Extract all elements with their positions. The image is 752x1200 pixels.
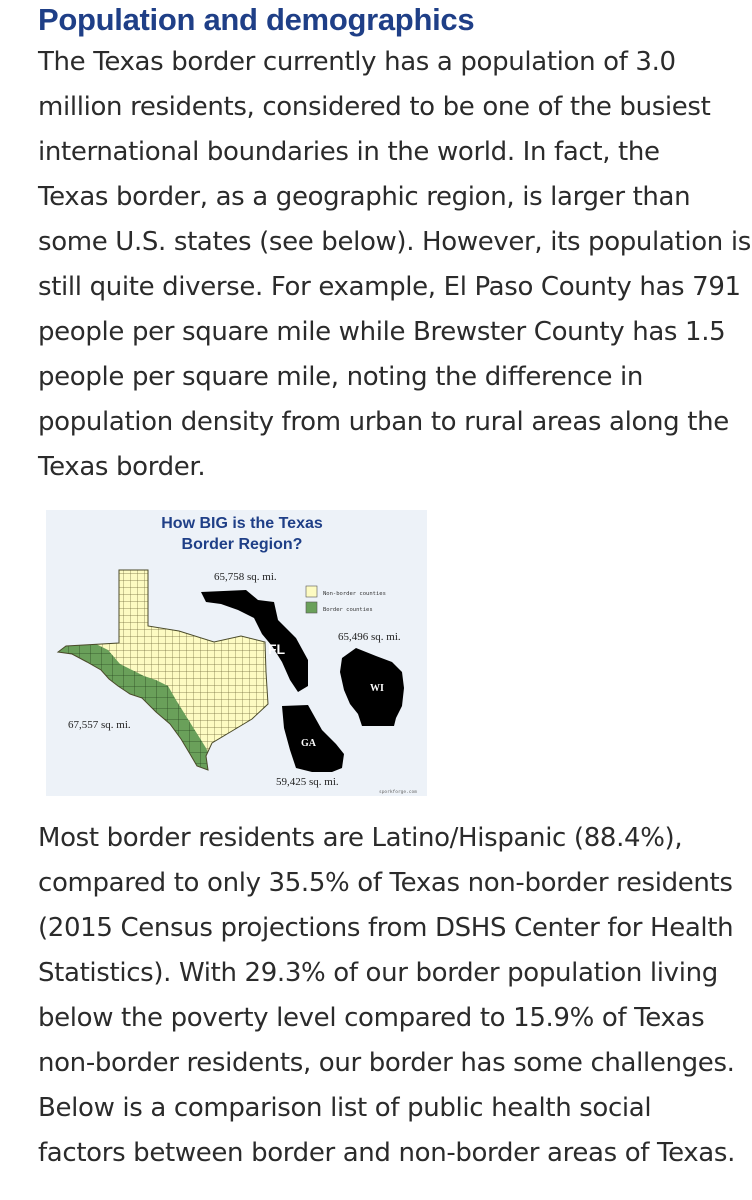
georgia-area-label: 59,425 sq. mi. (276, 776, 339, 788)
georgia-abbr: GA (301, 738, 317, 749)
florida-area-label: 65,758 sq. mi. (214, 571, 277, 583)
paragraph-line: people per square mile while Brewster Co… (38, 317, 726, 347)
paragraph-line: population density from urban to rural a… (38, 407, 729, 437)
paragraph-line: Below is a comparison list of public hea… (38, 1093, 652, 1123)
paragraph-line: below the poverty level compared to 15.9… (38, 1003, 705, 1033)
florida-shape (201, 590, 308, 692)
paragraph-line: (2015 Census projections from DSHS Cente… (38, 913, 734, 943)
paragraph-line: non-border residents, our border has som… (38, 1048, 735, 1078)
border-region-infographic: How BIG is the Texas Border Region? 67,5… (46, 510, 427, 796)
section-heading: Population and demographics (38, 2, 475, 37)
paragraph-line: million residents, considered to be one … (38, 92, 711, 122)
paragraph-line: some U.S. states (see below). However, i… (38, 227, 751, 257)
paragraph-line: Texas border. (38, 452, 206, 482)
legend-non-border-swatch (305, 585, 318, 598)
wisconsin-abbr: WI (370, 683, 384, 694)
georgia-shape (282, 705, 344, 772)
texas-outline (56, 569, 269, 771)
legend-non-border-label: Non-border counties (323, 591, 386, 597)
map-legend: Non-border counties Border counties (305, 585, 386, 614)
infographic-title-line-2: Border Region? (182, 536, 303, 553)
paragraph-line: international boundaries in the world. I… (38, 137, 660, 167)
wisconsin-area-label: 65,496 sq. mi. (338, 631, 401, 643)
demographics-paragraph: Most border residents are Latino/Hispani… (38, 816, 742, 1176)
paragraph-line: people per square mile, noting the diffe… (38, 362, 644, 392)
intro-paragraph: The Texas border currently has a populat… (38, 40, 751, 490)
paragraph-line: Most border residents are Latino/Hispani… (38, 823, 683, 853)
infographic-title-line-1: How BIG is the Texas (161, 515, 323, 532)
texas-border-area-label: 67,557 sq. mi. (68, 719, 131, 731)
image-credit: sporkforge.com (379, 789, 417, 795)
paragraph-line: Texas border, as a geographic region, is… (38, 182, 691, 212)
wisconsin-shape (340, 648, 404, 726)
paragraph-line: Statistics). With 29.3% of our border po… (38, 958, 718, 988)
florida-abbr: FL (268, 641, 286, 657)
legend-border-swatch (305, 601, 318, 614)
paragraph-line: still quite diverse. For example, El Pas… (38, 272, 741, 302)
paragraph-line: factors between border and non-border ar… (38, 1138, 735, 1168)
paragraph-line: The Texas border currently has a populat… (38, 47, 676, 77)
paragraph-line: compared to only 35.5% of Texas non-bord… (38, 868, 733, 898)
legend-border-label: Border counties (323, 607, 373, 613)
